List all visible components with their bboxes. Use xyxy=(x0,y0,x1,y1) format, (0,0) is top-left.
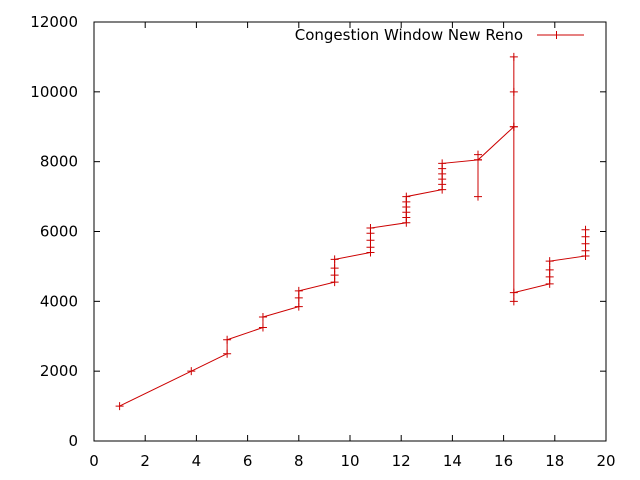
data-point xyxy=(294,302,303,311)
y-tick-label: 2000 xyxy=(40,362,78,380)
data-point xyxy=(474,192,482,201)
data-point xyxy=(581,246,590,255)
x-tick-label: 20 xyxy=(596,452,615,470)
y-tick-label: 12000 xyxy=(30,13,78,31)
legend: Congestion Window New Reno xyxy=(295,26,584,44)
data-point xyxy=(330,255,339,264)
x-tick-label: 18 xyxy=(545,452,564,470)
x-tick-label: 0 xyxy=(89,452,99,470)
data-point xyxy=(545,265,554,274)
data-point xyxy=(438,159,447,168)
data-point xyxy=(545,257,554,266)
data-point xyxy=(581,225,590,234)
data-point xyxy=(294,293,303,302)
data-point xyxy=(330,264,339,273)
data-point xyxy=(294,286,303,295)
data-point xyxy=(366,243,375,252)
data-point xyxy=(509,297,518,306)
data-point xyxy=(474,155,482,164)
data-point xyxy=(545,279,554,288)
x-tick-label: 8 xyxy=(294,452,304,470)
y-tick-label: 8000 xyxy=(40,153,78,171)
data-point xyxy=(366,236,375,245)
data-point xyxy=(115,402,124,411)
y-tick-label: 4000 xyxy=(40,292,78,310)
data-point xyxy=(366,224,375,233)
y-tick-label: 10000 xyxy=(30,83,78,101)
series-layer xyxy=(115,52,590,411)
x-tick-label: 16 xyxy=(494,452,513,470)
data-point xyxy=(330,278,339,287)
axes: 0 2 4 6 8 10 12 14 16 18 20 0 2000 4000 6000 8000 10000 1… xyxy=(30,13,615,470)
legend-marker-sample xyxy=(552,31,561,39)
data-point xyxy=(509,288,518,297)
x-tick-label: 14 xyxy=(443,452,462,470)
data-point xyxy=(581,239,590,248)
data-point xyxy=(187,367,196,376)
data-point xyxy=(223,349,232,358)
legend-label: Congestion Window New Reno xyxy=(295,26,523,44)
data-point xyxy=(509,52,518,61)
x-tick-label: 4 xyxy=(192,452,202,470)
data-point xyxy=(330,271,339,280)
data-point xyxy=(258,313,267,322)
y-tick-label: 0 xyxy=(68,432,78,450)
series-line xyxy=(119,56,587,407)
x-tick-label: 6 xyxy=(243,452,253,470)
data-point xyxy=(509,87,518,96)
plot-frame xyxy=(93,21,607,442)
data-point xyxy=(581,232,590,241)
x-tick-label: 2 xyxy=(140,452,150,470)
y-tick-label: 6000 xyxy=(40,223,78,241)
x-tick-label: 12 xyxy=(392,452,411,470)
data-point xyxy=(223,335,232,344)
data-point xyxy=(258,323,267,332)
data-point xyxy=(509,122,518,131)
data-point xyxy=(402,192,411,201)
x-tick-label: 10 xyxy=(340,452,359,470)
data-point xyxy=(545,272,554,281)
